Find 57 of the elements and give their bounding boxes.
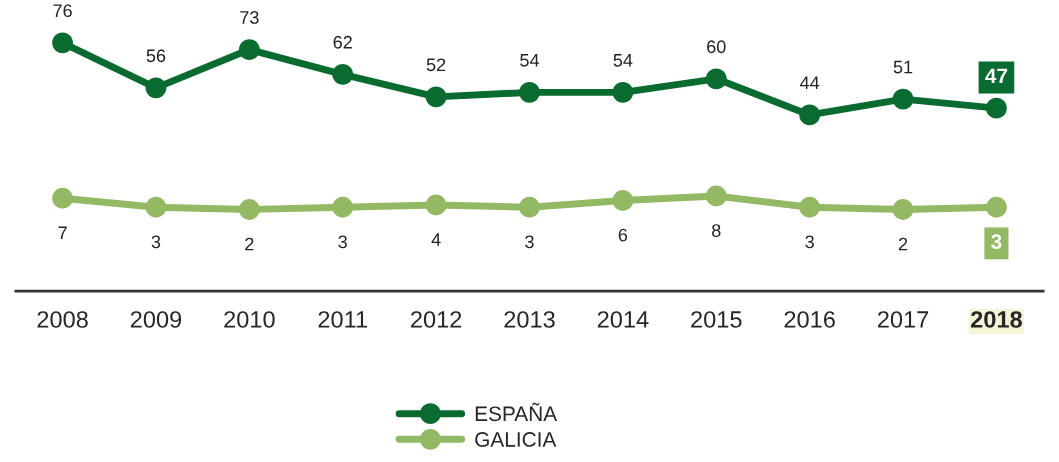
point [145,196,167,218]
x-tick-label: 2016 [784,311,835,328]
data-label: 3 [338,235,347,249]
data-label: 62 [333,35,352,49]
point [705,68,727,90]
data-label: 3 [525,235,534,249]
point [986,196,1007,218]
x-tick-label: 2015 [691,311,742,328]
data-label: 73 [240,11,259,24]
x-tick-label: 2017 [877,311,929,328]
point [425,86,447,108]
data-label: 4 [431,233,441,246]
data-label: 3 [805,235,814,249]
legend-label: ESPAÑA [475,402,558,422]
point [892,199,914,220]
point [52,32,73,54]
legend-label: GALICIA [475,432,557,447]
data-label: 52 [426,58,446,72]
data-label: 2 [898,237,908,251]
point [799,104,821,126]
point [519,81,540,103]
point [238,39,260,60]
data-label: 54 [613,54,633,67]
point [332,196,354,218]
data-label: 56 [146,49,166,63]
x-tick-label: 2008 [37,311,88,328]
point [612,190,634,211]
point [612,81,634,103]
point [892,88,914,110]
x-tick-label: 2009 [130,311,182,328]
data-label: 54 [520,54,540,67]
x-tick-label: 2013 [504,311,555,328]
point [519,196,540,218]
point [332,63,354,85]
data-label: 44 [800,76,820,90]
point [986,97,1007,119]
point [145,77,167,99]
data-label: 60 [707,40,726,54]
data-label: 47 [985,68,1008,83]
data-label: 7 [58,226,67,240]
point [238,199,260,220]
data-label: 8 [712,224,721,237]
data-label: 76 [53,4,72,18]
x-tick-label: 2018 [970,311,1022,328]
point [799,196,821,218]
x-tick-label: 2014 [597,311,649,328]
x-tick-label: 2010 [224,311,275,328]
point [425,194,447,216]
data-label: 3 [151,235,161,249]
data-label: 6 [618,228,628,242]
data-label: 51 [893,60,913,74]
data-label: 2 [245,237,254,251]
point [52,187,73,209]
x-tick-label: 2011 [318,311,367,328]
data-label: 3 [991,234,1002,249]
point [705,185,727,207]
x-tick-label: 2012 [411,311,462,328]
